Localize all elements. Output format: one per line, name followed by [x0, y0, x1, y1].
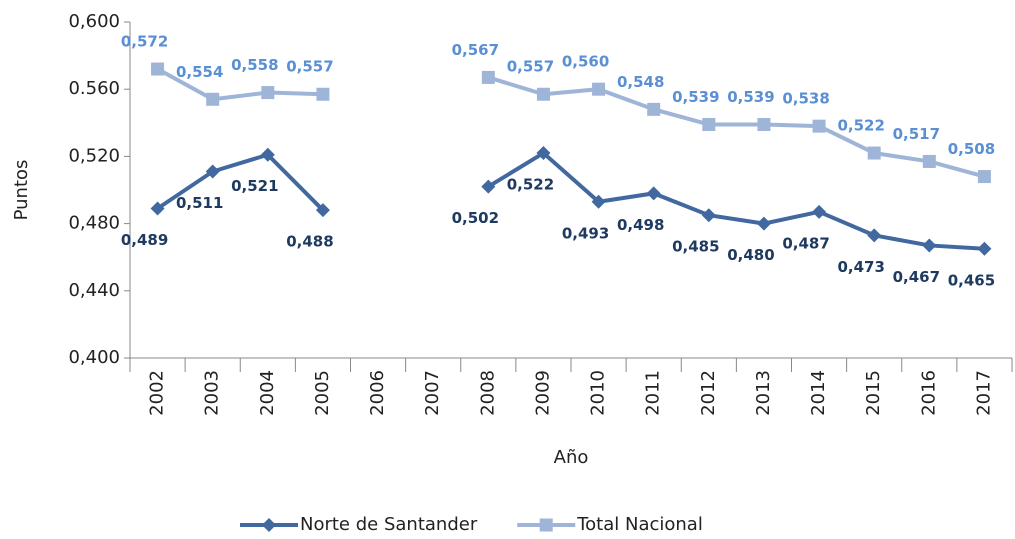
value-label: 0,567 — [452, 41, 499, 59]
y-tick-label: 0,600 — [68, 11, 120, 32]
value-label: 0,557 — [286, 58, 333, 76]
marker — [536, 87, 550, 101]
value-label: 0,480 — [727, 246, 774, 264]
x-tick-label: 2009 — [532, 370, 553, 416]
marker — [316, 87, 330, 101]
value-label: 0,521 — [231, 177, 278, 195]
marker — [150, 201, 165, 216]
legend-marker — [539, 518, 553, 532]
marker — [757, 117, 771, 131]
marker — [646, 186, 661, 201]
marker — [647, 102, 661, 116]
value-label: 0,487 — [782, 234, 829, 252]
marker — [922, 154, 936, 168]
x-tick-label: 2012 — [698, 370, 719, 416]
value-label: 0,508 — [948, 140, 995, 158]
marker — [592, 82, 606, 96]
y-tick-label: 0,400 — [68, 347, 120, 368]
value-label: 0,502 — [452, 209, 499, 227]
series-line — [156, 150, 985, 251]
marker — [701, 208, 716, 223]
value-label: 0,554 — [176, 63, 223, 81]
y-tick-label: 0,520 — [68, 145, 120, 166]
value-label: 0,473 — [837, 258, 884, 276]
x-tick-label: 2014 — [808, 370, 829, 416]
value-label: 0,560 — [562, 53, 609, 71]
x-tick-label: 2017 — [973, 370, 994, 416]
marker — [261, 86, 275, 100]
y-tick-label: 0,440 — [68, 280, 120, 301]
value-label: 0,539 — [672, 88, 719, 106]
x-tick-label: 2004 — [257, 370, 278, 416]
value-label: 0,489 — [121, 231, 168, 249]
x-tick-label: 2015 — [863, 370, 884, 416]
value-label: 0,517 — [893, 125, 940, 143]
marker — [260, 147, 275, 162]
x-tick-label: 2005 — [312, 370, 333, 416]
marker — [481, 179, 496, 194]
x-tick-label: 2008 — [477, 370, 498, 416]
x-tick-label: 2010 — [588, 370, 609, 416]
marker — [206, 92, 220, 106]
x-tick-label: 2011 — [643, 370, 664, 416]
marker — [977, 170, 991, 184]
x-tick-label: 2007 — [422, 370, 443, 416]
marker — [812, 204, 827, 219]
marker — [922, 238, 937, 253]
y-tick-label: 0,480 — [68, 213, 120, 234]
marker — [812, 119, 826, 133]
marker — [867, 146, 881, 160]
value-label: 0,488 — [286, 233, 333, 251]
value-label: 0,557 — [507, 58, 554, 76]
value-label: 0,572 — [121, 33, 168, 51]
y-tick-label: 0.560 — [68, 78, 120, 99]
value-label: 0,493 — [562, 224, 609, 242]
value-label: 0,522 — [837, 117, 884, 135]
value-label: 0,485 — [672, 238, 719, 256]
x-tick-label: 2013 — [753, 370, 774, 416]
x-tick-label: 2003 — [202, 370, 223, 416]
value-label: 0,511 — [176, 194, 223, 212]
value-label: 0,538 — [782, 90, 829, 108]
value-label: 0,558 — [231, 56, 278, 74]
marker — [591, 194, 606, 209]
y-axis-title: Puntos — [11, 160, 32, 221]
x-tick-label: 2016 — [918, 370, 939, 416]
value-label: 0,522 — [507, 176, 554, 194]
legend-label: Norte de Santander — [300, 514, 478, 535]
value-label: 0,548 — [617, 73, 664, 91]
marker — [315, 203, 330, 218]
marker — [151, 62, 165, 76]
x-tick-label: 2002 — [147, 370, 168, 416]
legend-label: Total Nacional — [576, 514, 703, 535]
marker — [205, 164, 220, 179]
marker — [756, 216, 771, 231]
value-label: 0,498 — [617, 216, 664, 234]
marker — [977, 241, 992, 256]
marker — [536, 146, 551, 161]
value-label: 0,467 — [893, 268, 940, 286]
marker — [702, 117, 716, 131]
value-label: 0,539 — [727, 88, 774, 106]
legend-marker — [262, 518, 276, 532]
x-tick-label: 2006 — [367, 370, 388, 416]
marker — [481, 70, 495, 84]
series-line — [156, 67, 985, 179]
marker — [867, 228, 882, 243]
value-label: 0,465 — [948, 271, 995, 289]
x-axis-title: Año — [554, 447, 589, 468]
